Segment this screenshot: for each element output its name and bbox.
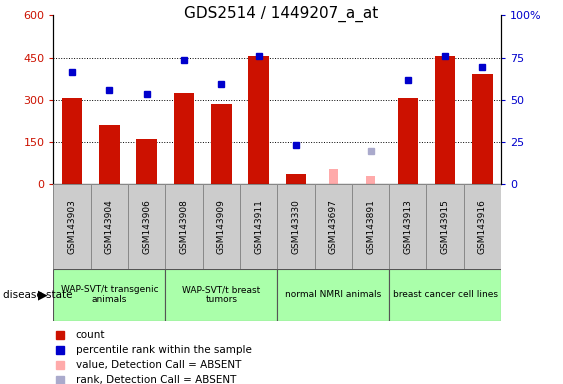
Bar xyxy=(203,184,240,269)
Text: GSM143891: GSM143891 xyxy=(366,199,375,254)
Bar xyxy=(53,184,91,269)
Text: GSM143916: GSM143916 xyxy=(478,199,487,254)
Text: percentile rank within the sample: percentile rank within the sample xyxy=(76,345,252,355)
Bar xyxy=(352,184,389,269)
Bar xyxy=(166,184,203,269)
Bar xyxy=(472,74,493,184)
Bar xyxy=(435,56,455,184)
Bar xyxy=(136,139,157,184)
Text: normal NMRI animals: normal NMRI animals xyxy=(285,290,381,299)
Text: disease state: disease state xyxy=(3,290,72,300)
Bar xyxy=(389,184,427,269)
Text: GSM143697: GSM143697 xyxy=(329,199,338,254)
Text: GSM143913: GSM143913 xyxy=(403,199,412,254)
Text: GSM143906: GSM143906 xyxy=(142,199,151,254)
Text: WAP-SVT/t breast
tumors: WAP-SVT/t breast tumors xyxy=(182,285,261,305)
Bar xyxy=(315,184,352,269)
Text: rank, Detection Call = ABSENT: rank, Detection Call = ABSENT xyxy=(76,375,236,384)
Text: GDS2514 / 1449207_a_at: GDS2514 / 1449207_a_at xyxy=(184,6,379,22)
Text: GSM143903: GSM143903 xyxy=(68,199,77,254)
Text: breast cancer cell lines: breast cancer cell lines xyxy=(392,290,498,299)
Text: GSM143908: GSM143908 xyxy=(180,199,189,254)
Bar xyxy=(329,169,338,184)
Text: GSM143911: GSM143911 xyxy=(254,199,263,254)
Bar xyxy=(53,269,166,321)
Text: count: count xyxy=(76,330,105,340)
Bar xyxy=(166,269,277,321)
Bar xyxy=(464,184,501,269)
Bar xyxy=(240,184,277,269)
Text: ▶: ▶ xyxy=(38,288,48,301)
Bar xyxy=(62,98,82,184)
Text: GSM143915: GSM143915 xyxy=(441,199,450,254)
Bar xyxy=(248,56,269,184)
Bar xyxy=(427,184,464,269)
Text: GSM143330: GSM143330 xyxy=(292,199,301,254)
Bar xyxy=(285,174,306,184)
Bar xyxy=(397,98,418,184)
Bar xyxy=(91,184,128,269)
Bar xyxy=(174,93,194,184)
Text: value, Detection Call = ABSENT: value, Detection Call = ABSENT xyxy=(76,360,241,370)
Bar xyxy=(278,184,315,269)
Bar xyxy=(389,269,501,321)
Bar xyxy=(366,176,375,184)
Text: GSM143909: GSM143909 xyxy=(217,199,226,254)
Bar xyxy=(128,184,166,269)
Bar xyxy=(99,125,120,184)
Bar xyxy=(211,104,231,184)
Text: WAP-SVT/t transgenic
animals: WAP-SVT/t transgenic animals xyxy=(61,285,158,305)
Bar xyxy=(278,269,389,321)
Text: GSM143904: GSM143904 xyxy=(105,199,114,254)
